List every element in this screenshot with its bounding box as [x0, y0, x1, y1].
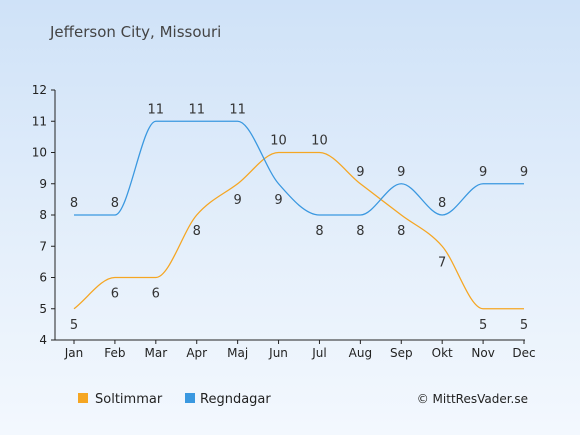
data-label-soltimmar: 5: [479, 318, 487, 333]
x-tick-label: Nov: [471, 346, 494, 360]
data-label-soltimmar: 5: [520, 318, 528, 333]
data-label-regndagar: 11: [148, 102, 165, 117]
y-tick-label: 12: [32, 83, 47, 97]
data-label-soltimmar: 5: [70, 318, 78, 333]
credit-text: © MittResVader.se: [417, 392, 528, 406]
legend-swatch-soltimmar: [78, 393, 88, 403]
data-labels: 5 6 6 8 9 10 10 9 8 7 5 5 8 8 11 11 11 9 8 8 9 8 9 9: [70, 102, 528, 333]
data-label-soltimmar: 9: [233, 193, 241, 208]
data-label-regndagar: 11: [229, 102, 246, 117]
y-tick-label: 8: [39, 208, 47, 222]
legend-label-regndagar: Regndagar: [200, 392, 271, 407]
data-label-regndagar: 8: [111, 196, 119, 211]
legend-swatch-regndagar: [185, 393, 195, 403]
x-tick-label: Jun: [268, 346, 288, 360]
data-label-regndagar: 8: [315, 224, 323, 239]
axes: [54, 90, 525, 341]
x-tick-label: Apr: [186, 346, 207, 360]
data-label-soltimmar: 10: [311, 134, 328, 149]
x-tick-label: Feb: [104, 346, 125, 360]
data-label-regndagar: 11: [188, 102, 205, 117]
y-tick-label: 9: [39, 177, 47, 191]
data-label-regndagar: 8: [356, 224, 364, 239]
x-tick-label: Mar: [144, 346, 167, 360]
series-line-soltimmar: [73, 151, 524, 310]
data-label-soltimmar: 9: [356, 165, 364, 180]
data-label-soltimmar: 10: [270, 134, 287, 149]
data-label-soltimmar: 7: [438, 255, 446, 270]
legend-label-soltimmar: Soltimmar: [95, 392, 163, 407]
data-label-soltimmar: 6: [111, 287, 119, 302]
x-tick-label: Jul: [311, 346, 326, 360]
data-label-regndagar: 9: [274, 193, 282, 208]
data-label-soltimmar: 8: [193, 224, 201, 239]
x-tick-label: Jan: [64, 346, 84, 360]
chart-title: Jefferson City, Missouri: [49, 23, 221, 41]
data-label-regndagar: 9: [397, 165, 405, 180]
data-label-regndagar: 9: [479, 165, 487, 180]
x-tick-label: Dec: [512, 346, 535, 360]
data-label-soltimmar: 8: [397, 224, 405, 239]
data-label-regndagar: 8: [438, 196, 446, 211]
y-tick-label: 7: [39, 239, 47, 253]
series-line-regndagar: [74, 120, 524, 216]
x-tick-label: Maj: [227, 346, 248, 360]
legend: Soltimmar Regndagar: [78, 392, 271, 407]
data-label-regndagar: 9: [520, 165, 528, 180]
data-label-regndagar: 8: [70, 196, 78, 211]
y-tick-label: 11: [32, 114, 47, 128]
y-tick-label: 6: [39, 271, 47, 285]
x-tick-label: Okt: [432, 346, 453, 360]
y-axis-ticks: 4 5 6 7 8 9 10 11 12: [32, 83, 55, 347]
y-tick-label: 4: [39, 333, 47, 347]
data-label-soltimmar: 6: [152, 287, 160, 302]
x-tick-label: Sep: [390, 346, 413, 360]
series-lines: [73, 120, 524, 310]
y-tick-label: 5: [39, 302, 47, 316]
y-tick-label: 10: [32, 146, 47, 160]
x-tick-label: Aug: [349, 346, 372, 360]
x-axis-ticks: Jan Feb Mar Apr Maj Jun Jul Aug Sep Okt Nov Dec: [64, 340, 536, 360]
